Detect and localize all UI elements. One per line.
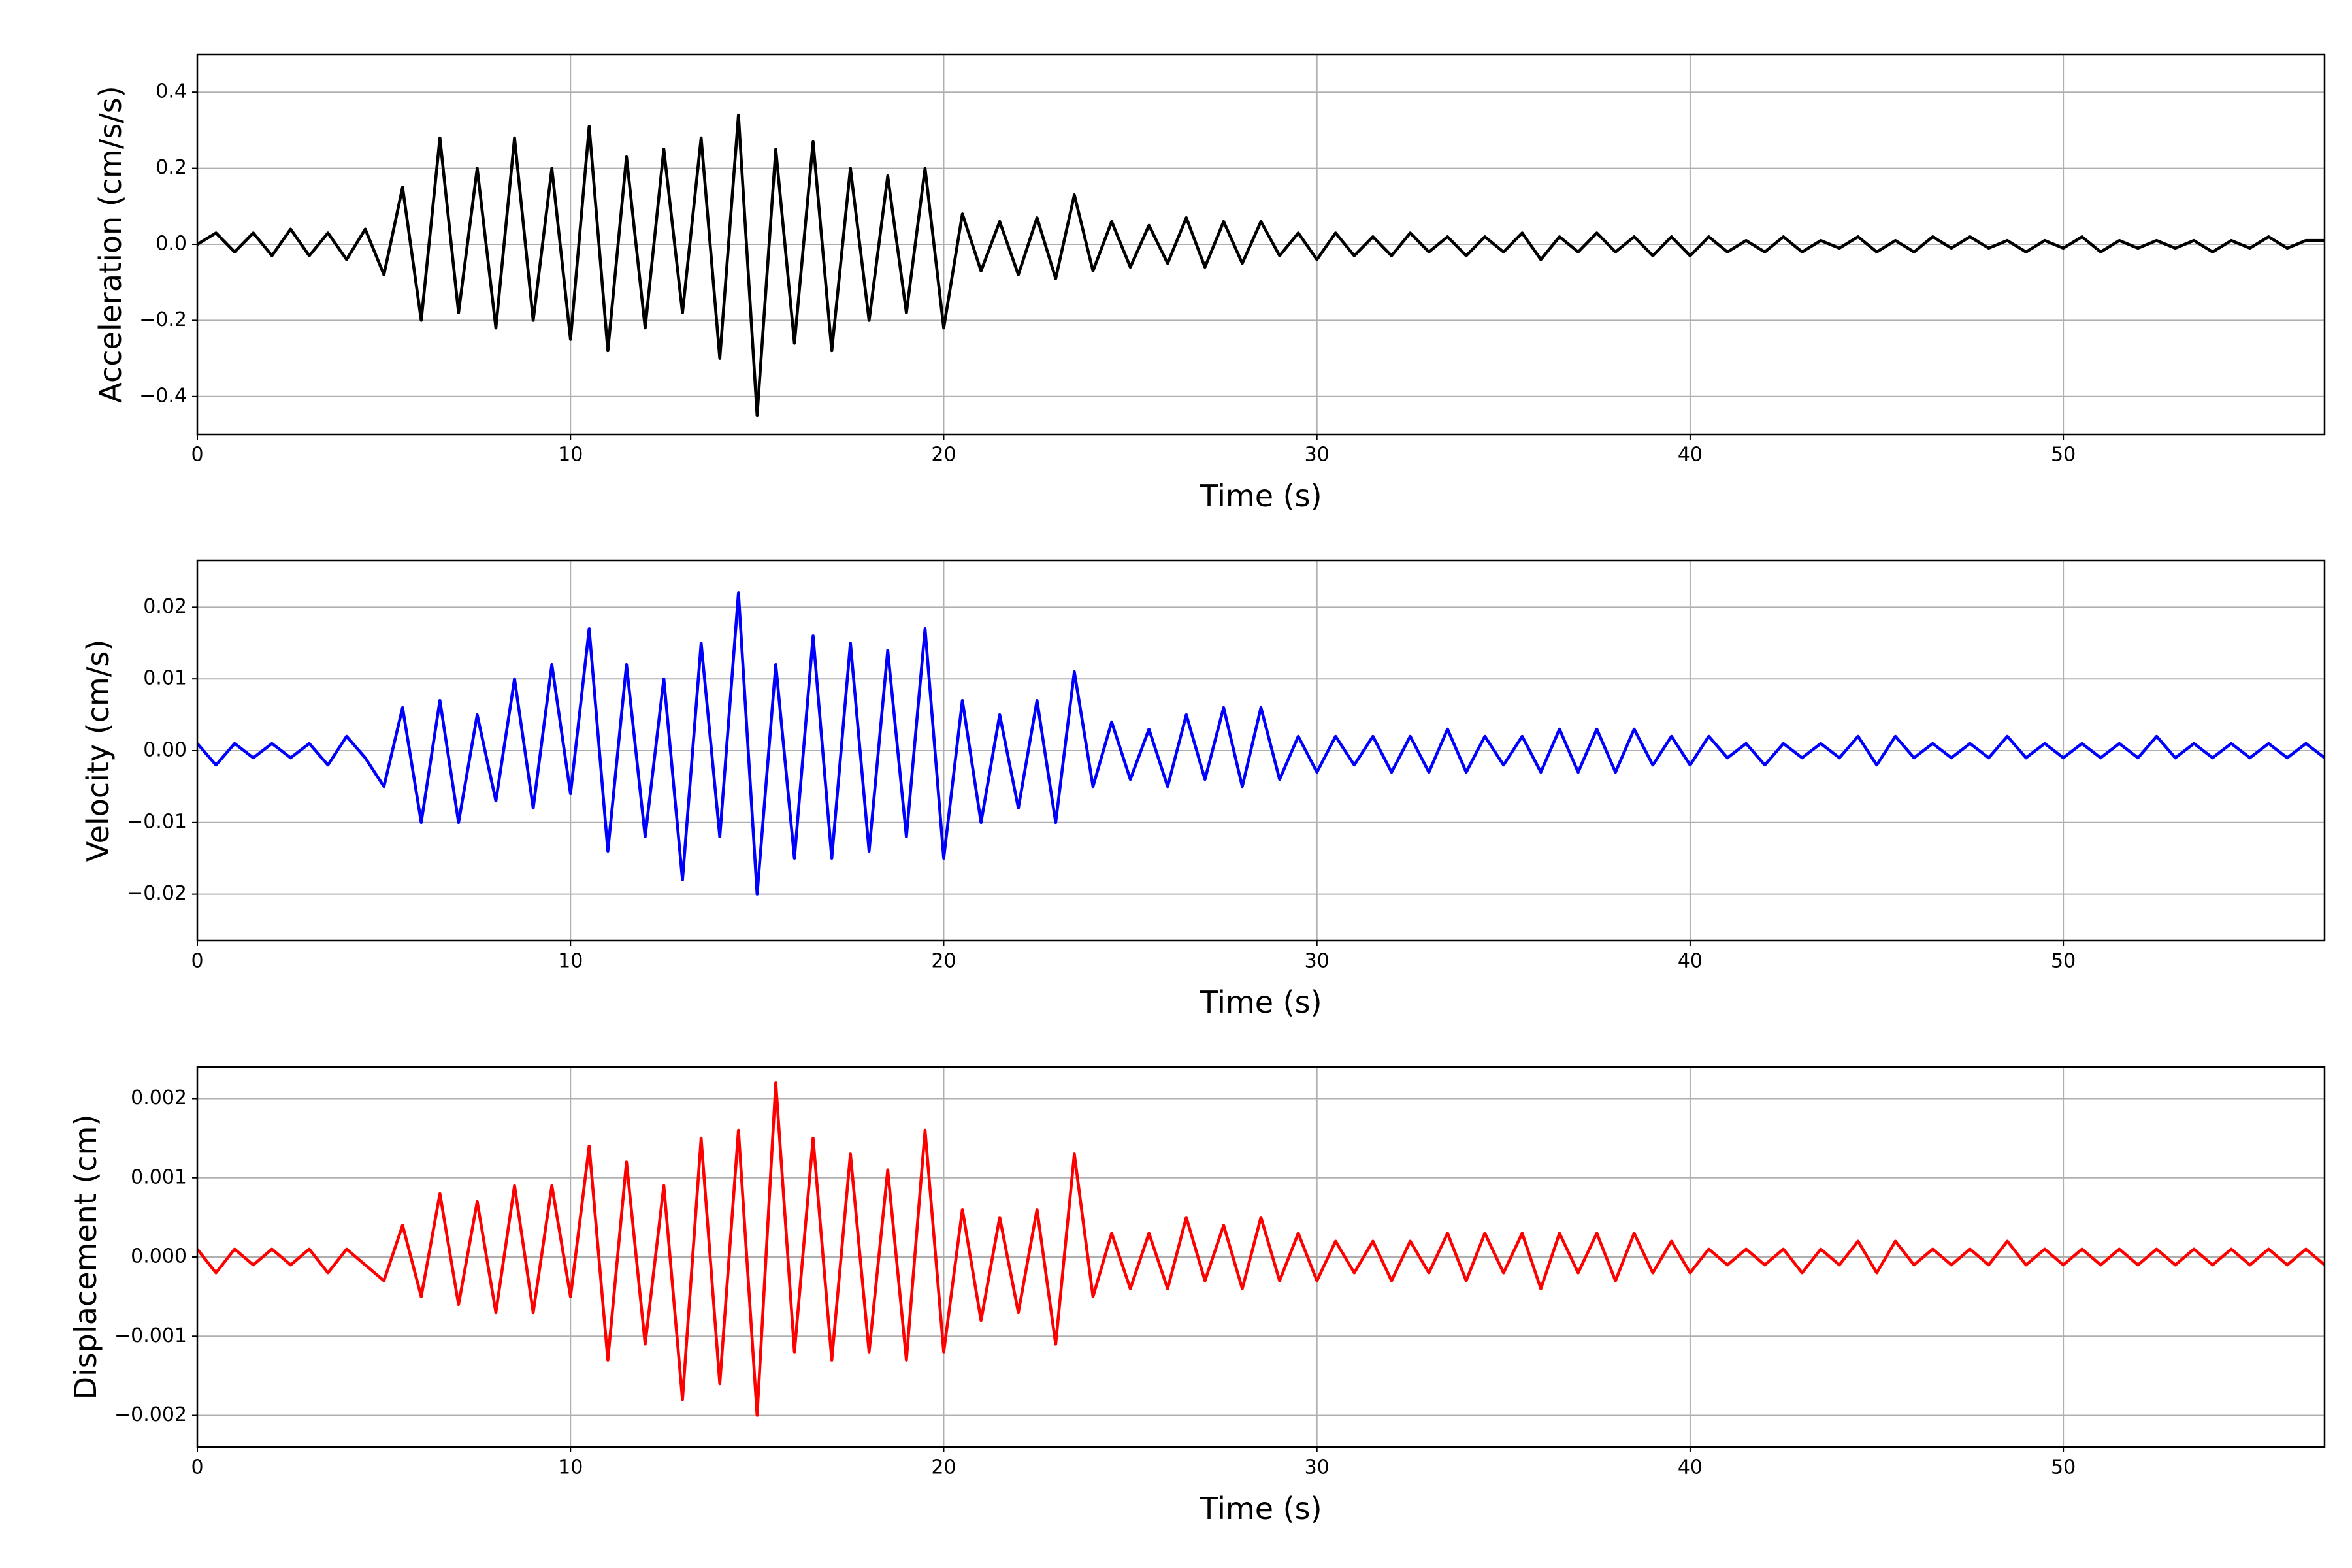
- y-tick-label: 0.000: [131, 1245, 187, 1268]
- y-tick-label: 0.2: [155, 156, 187, 179]
- axes-frame: [196, 1066, 2326, 1448]
- x-tick-label: 0: [191, 1456, 203, 1479]
- data-line: [197, 113, 2325, 417]
- x-tick-label: 30: [1305, 950, 1330, 973]
- x-axis-label: Time (s): [1199, 985, 1322, 1020]
- y-tick-label: −0.01: [127, 810, 187, 833]
- x-tick-label: 50: [2051, 950, 2076, 973]
- y-tick-label: 0.0: [155, 233, 187, 255]
- data-line: [197, 1081, 2325, 1417]
- x-tick-label: 10: [558, 444, 583, 466]
- x-tick-label: 50: [2051, 444, 2076, 466]
- y-axis-label: Velocity (cm/s): [80, 640, 116, 862]
- y-axis-label: Displacement (cm): [68, 1115, 103, 1400]
- y-tick-label: 0.002: [131, 1086, 187, 1109]
- y-tick-label: 0.00: [143, 739, 187, 762]
- x-tick-label: 0: [191, 444, 203, 466]
- y-tick-label: −0.4: [139, 384, 187, 407]
- axes-frame: [196, 53, 2326, 436]
- axes-frame: [196, 559, 2326, 942]
- x-tick-label: 10: [558, 950, 583, 973]
- x-tick-label: 20: [931, 444, 956, 466]
- x-tick-label: 40: [1678, 1456, 1703, 1479]
- y-tick-label: −0.02: [127, 882, 187, 905]
- x-axis-label: Time (s): [1199, 478, 1322, 514]
- y-tick-label: 0.02: [143, 595, 187, 618]
- x-tick-label: 30: [1305, 444, 1330, 466]
- y-axis-label: Acceleration (cm/s/s): [93, 86, 128, 402]
- y-tick-label: 0.4: [155, 80, 187, 103]
- y-tick-label: −0.001: [114, 1324, 187, 1347]
- x-axis-label: Time (s): [1199, 1491, 1322, 1526]
- x-tick-label: 40: [1678, 950, 1703, 973]
- x-tick-label: 10: [558, 1456, 583, 1479]
- data-line: [197, 591, 2325, 896]
- y-tick-label: −0.2: [139, 308, 187, 331]
- x-tick-label: 50: [2051, 1456, 2076, 1479]
- x-tick-label: 40: [1678, 444, 1703, 466]
- x-tick-label: 20: [931, 1456, 956, 1479]
- y-tick-label: 0.001: [131, 1166, 187, 1188]
- x-tick-label: 30: [1305, 1456, 1330, 1479]
- x-tick-label: 20: [931, 950, 956, 973]
- y-tick-label: −0.002: [114, 1403, 187, 1426]
- x-tick-label: 0: [191, 950, 203, 973]
- y-tick-label: 0.01: [143, 667, 187, 690]
